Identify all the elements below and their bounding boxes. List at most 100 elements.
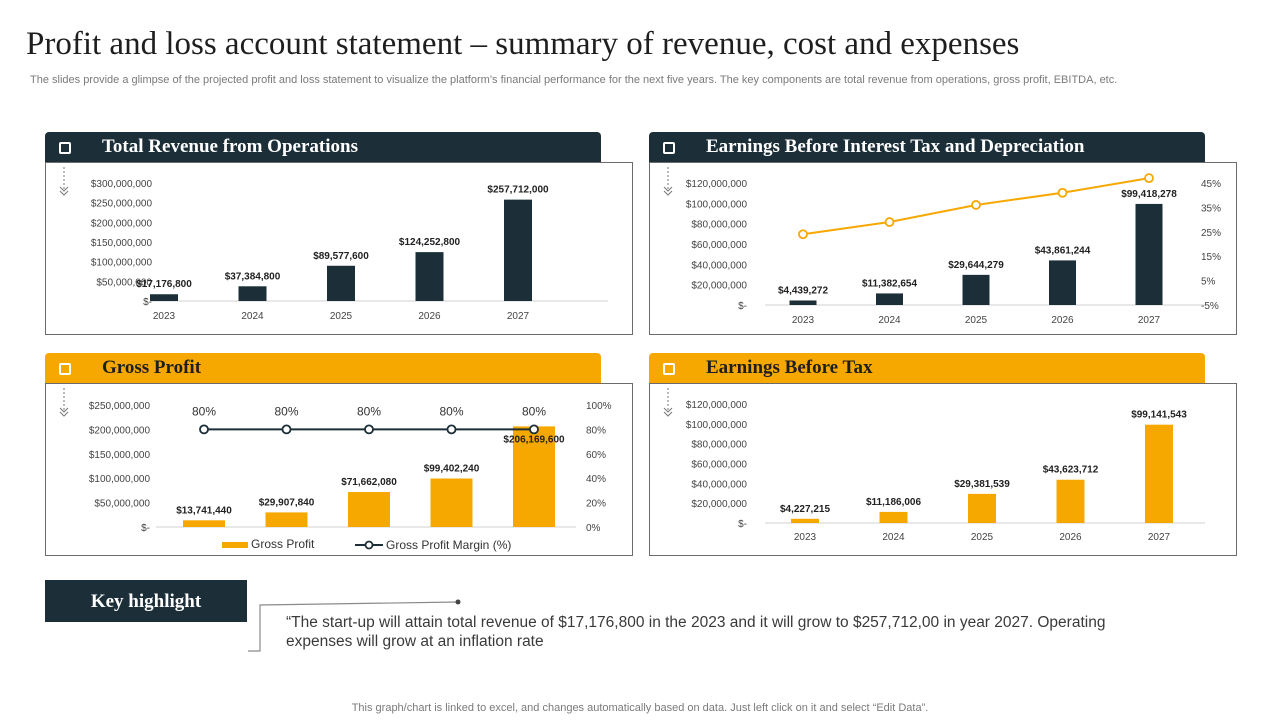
ebt-chart[interactable]: $120,000,000 $100,000,000 $80,000,000 $60,0… [650,384,1236,555]
line-data-label: 80% [439,404,463,418]
y2-tick-label: 45% [1201,179,1221,190]
checkbox-icon [663,142,675,154]
bar [513,426,555,527]
y-tick-label: $200,000,000 [91,218,153,229]
y-tick-label: $120,000,000 [686,179,748,190]
y-tick-label: $120,000,000 [686,400,748,411]
ebt-panel: Earnings Before Tax $120,000,000 $100,000… [649,353,1241,578]
line-marker [1144,173,1154,184]
bar [876,293,903,305]
legend-swatch-bar [222,542,248,548]
chevron-down-icon [663,186,673,196]
line-marker [199,424,209,435]
gross-profit-chart-box: $250,000,000 $200,000,000 $150,000,000 $100… [45,383,633,556]
legend-label: Gross Profit [251,537,315,551]
key-highlight-box: Key highlight [45,580,247,622]
bar [962,274,990,305]
y2-tick-label: 15% [1201,252,1221,263]
y-tick-label: $- [141,523,150,534]
y-tick-label: $100,000,000 [89,474,151,485]
y-tick-label: $50,000,000 [96,277,152,288]
y-tick-label: $200,000,000 [89,425,151,436]
line-marker [971,200,981,210]
y2-tick-label: 60% [586,450,606,461]
chevron-down-icon [59,186,69,196]
footer-note: This graph/chart is linked to excel, and… [351,702,929,714]
bar [789,300,817,305]
category-label: 2027 [1148,532,1171,543]
line-marker [798,229,808,240]
data-label: $29,644,279 [948,260,1004,271]
ebitda-chart[interactable]: $120,000,000 $100,000,000 $80,000,000 $60,0… [650,163,1236,334]
y2-tick-label: 40% [586,474,606,485]
line-marker [364,424,374,435]
data-label: $4,439,272 [778,285,828,296]
y2-tick-label: 100% [586,401,612,412]
y-tick-label: $20,000,000 [691,281,747,292]
data-label: $99,141,543 [1131,410,1187,421]
data-label: $257,712,000 [487,185,549,196]
category-label: 2023 [153,311,176,322]
key-highlight-text: “The start-up will attain total revenue … [286,614,1106,650]
y-tick-label: $- [738,301,747,312]
y-tick-label: $60,000,000 [691,240,747,251]
category-label: 2024 [882,532,905,543]
data-label: $17,176,800 [136,279,192,290]
line-data-label: 80% [522,404,546,418]
checkbox-icon [59,142,71,154]
revenue-panel-header: Total Revenue from Operations [45,132,601,163]
line-marker [884,217,895,227]
bar [791,518,819,523]
y-tick-label: $250,000,000 [91,199,153,210]
bar [183,520,225,527]
category-label: 2025 [965,315,988,326]
gross-profit-panel-title: Gross Profit [102,357,202,378]
category-label: 2026 [1059,532,1082,543]
data-label: $89,577,600 [313,251,369,262]
y-tick-label: $40,000,000 [691,260,747,271]
bar [1145,424,1173,523]
key-highlight-label: Key highlight [90,591,202,612]
y2-tick-label: 35% [1201,203,1221,214]
y-tick-label: $80,000,000 [691,440,747,451]
y-tick-label: $60,000,000 [691,460,747,471]
y-tick-label: $20,000,000 [691,499,747,510]
line-marker [281,424,292,435]
bar [968,493,996,523]
ebt-chart-box: $120,000,000 $100,000,000 $80,000,000 $60,0… [649,383,1237,556]
data-label: $99,402,240 [424,463,480,474]
data-label: $13,741,440 [176,505,232,516]
data-label: $71,662,080 [341,477,397,488]
ebitda-panel-title: Earnings Before Interest Tax and Depreci… [706,136,1085,157]
key-highlight-connector [248,599,461,652]
data-label: $99,418,278 [1121,189,1177,200]
category-label: 2023 [792,315,815,326]
y2-tick-label: 0% [586,523,601,534]
revenue-chart-box: $300,000,000 $250,000,000 $200,000,000 $150… [45,162,633,335]
page-subtitle: The slides provide a glimpse of the proj… [30,74,1118,86]
line-data-label: 80% [192,404,216,418]
data-label: $29,381,539 [954,479,1010,490]
gross-profit-panel: Gross Profit $250,000,000 $200,000,000 $15… [45,353,637,578]
category-label: 2025 [330,311,353,322]
y-tick-label: $80,000,000 [691,220,747,231]
line-marker [1057,187,1068,198]
line-marker [446,424,457,435]
gross-profit-panel-header: Gross Profit [45,353,601,384]
category-label: 2026 [418,311,441,322]
revenue-chart[interactable]: $300,000,000 $250,000,000 $200,000,000 $150… [46,163,632,334]
bar [504,199,532,301]
ebt-panel-title: Earnings Before Tax [706,357,873,378]
category-label: 2027 [1138,315,1161,326]
bar [348,492,390,527]
y-tick-label: $40,000,000 [691,479,747,490]
data-label: $43,623,712 [1043,465,1099,476]
line-data-label: 80% [274,404,298,418]
legend-swatch-marker [364,540,374,550]
data-label: $29,907,840 [259,497,315,508]
y2-tick-label: 20% [586,499,606,510]
revenue-panel: Total Revenue from Operations $300,000,0… [45,132,637,357]
y2-tick-label: -5% [1201,301,1219,312]
gross-profit-chart[interactable]: $250,000,000 $200,000,000 $150,000,000 $100… [46,384,632,555]
category-label: 2025 [971,532,994,543]
